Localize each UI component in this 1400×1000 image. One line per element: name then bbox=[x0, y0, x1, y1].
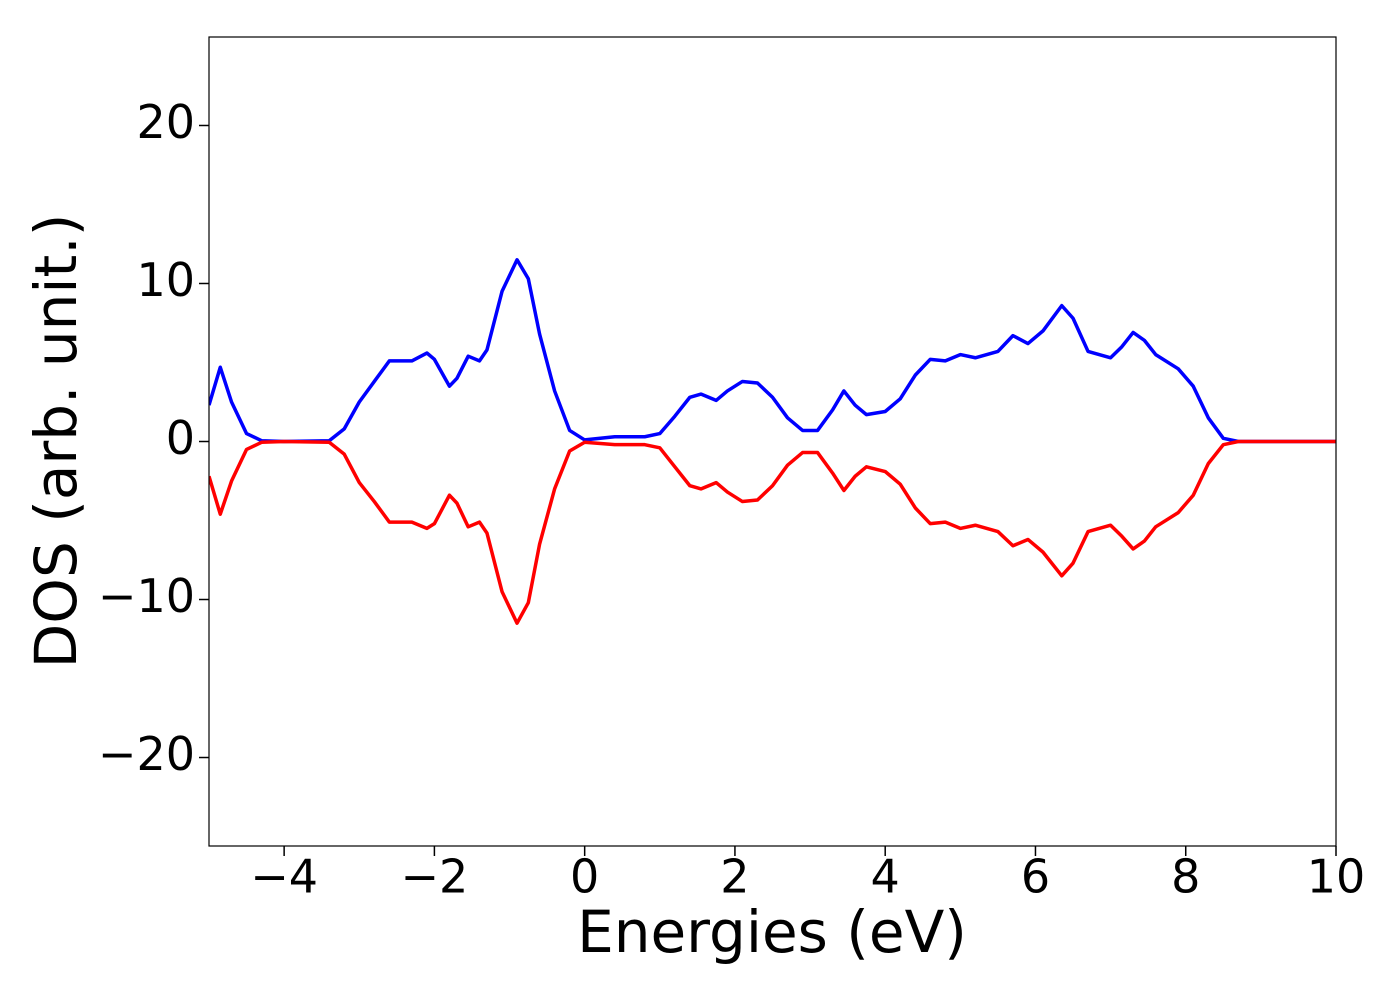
series-line bbox=[209, 258, 1336, 444]
x-tick-label: −4 bbox=[250, 850, 318, 904]
y-tick-label: 20 bbox=[136, 95, 195, 149]
y-tick-label: 0 bbox=[166, 411, 195, 465]
x-tick-label: 4 bbox=[871, 850, 900, 904]
y-tick-label: −20 bbox=[98, 727, 195, 781]
x-tick-label: −2 bbox=[400, 850, 468, 904]
x-tick-label: 6 bbox=[1021, 850, 1050, 904]
y-tick-label: 10 bbox=[136, 253, 195, 307]
plot-frame bbox=[208, 36, 1337, 847]
x-axis-label: Energies (eV) bbox=[577, 898, 967, 966]
y-tick-label: −10 bbox=[98, 569, 195, 623]
series-line bbox=[209, 439, 1336, 625]
x-tick-label: 8 bbox=[1171, 850, 1200, 904]
x-tick-label: 0 bbox=[570, 850, 599, 904]
y-axis-label: DOS (arb. unit.) bbox=[22, 214, 90, 669]
x-tick-label: 10 bbox=[1307, 850, 1366, 904]
x-tick-label: 2 bbox=[720, 850, 749, 904]
